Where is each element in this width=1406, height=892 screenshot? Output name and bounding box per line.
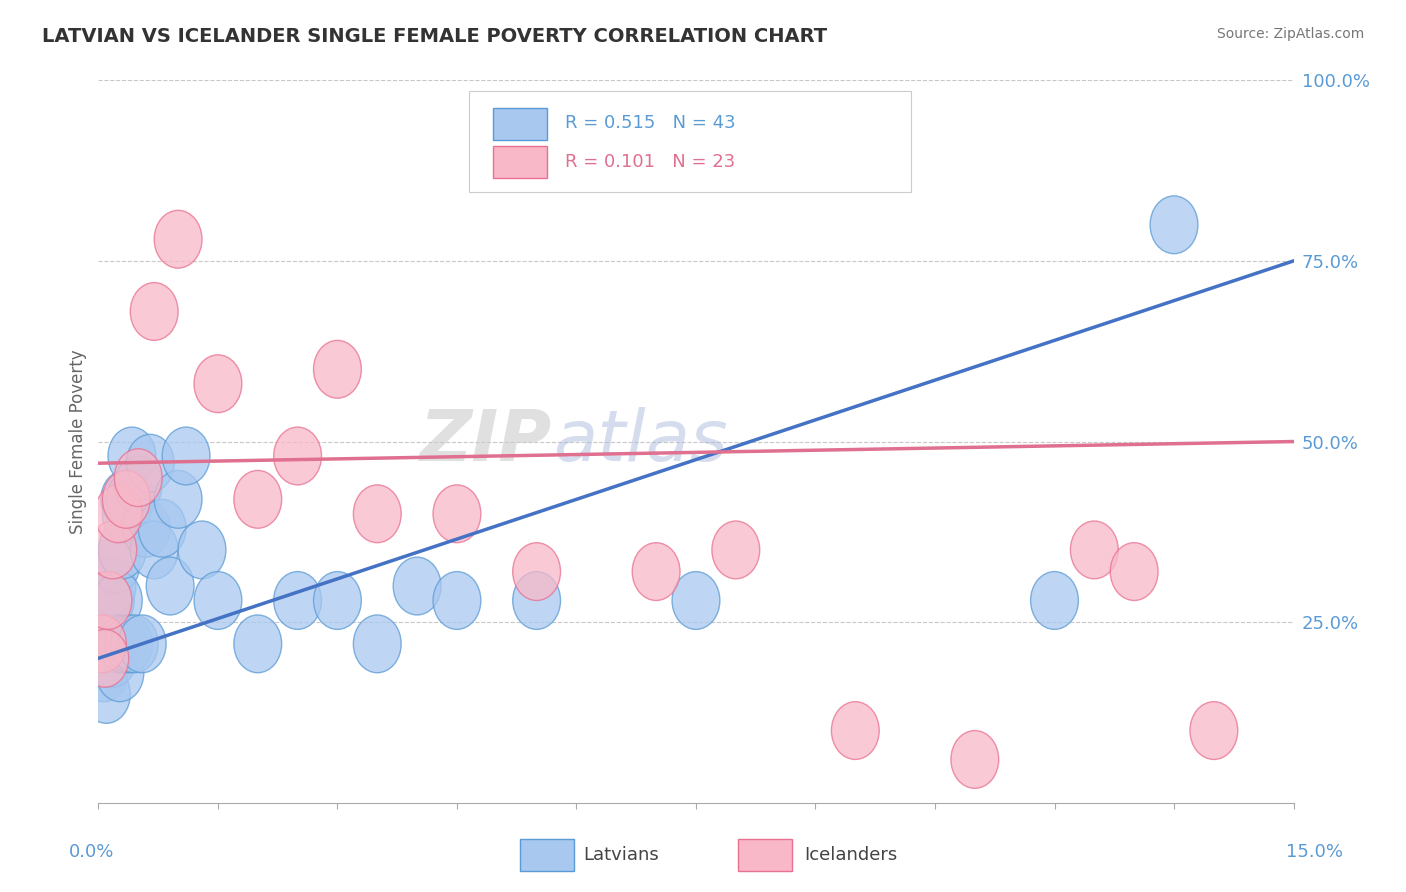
Text: Icelanders: Icelanders xyxy=(804,847,897,864)
Bar xyxy=(494,146,547,178)
Ellipse shape xyxy=(79,615,127,673)
Ellipse shape xyxy=(155,470,202,528)
FancyBboxPatch shape xyxy=(470,91,911,193)
Ellipse shape xyxy=(79,615,127,673)
Ellipse shape xyxy=(87,572,135,630)
Ellipse shape xyxy=(233,470,281,528)
Ellipse shape xyxy=(1070,521,1118,579)
Ellipse shape xyxy=(1150,196,1198,253)
Text: R = 0.515   N = 43: R = 0.515 N = 43 xyxy=(565,114,735,132)
Text: ZIP: ZIP xyxy=(420,407,553,476)
Ellipse shape xyxy=(98,521,146,579)
Ellipse shape xyxy=(82,593,129,651)
Bar xyxy=(494,108,547,139)
Ellipse shape xyxy=(131,283,179,341)
Ellipse shape xyxy=(155,211,202,268)
Ellipse shape xyxy=(91,535,139,593)
Ellipse shape xyxy=(94,572,142,630)
Ellipse shape xyxy=(82,630,129,687)
Ellipse shape xyxy=(98,615,146,673)
Ellipse shape xyxy=(433,485,481,542)
Ellipse shape xyxy=(84,630,132,687)
Ellipse shape xyxy=(101,470,149,528)
Ellipse shape xyxy=(233,615,281,673)
Ellipse shape xyxy=(114,456,162,514)
Ellipse shape xyxy=(87,615,135,673)
Ellipse shape xyxy=(103,470,150,528)
Ellipse shape xyxy=(314,341,361,398)
Ellipse shape xyxy=(131,521,179,579)
Ellipse shape xyxy=(94,485,142,542)
Ellipse shape xyxy=(84,572,132,630)
Ellipse shape xyxy=(80,644,128,702)
Ellipse shape xyxy=(108,427,156,485)
Ellipse shape xyxy=(127,434,174,492)
Ellipse shape xyxy=(90,615,138,673)
Ellipse shape xyxy=(96,644,143,702)
Ellipse shape xyxy=(1189,702,1237,759)
Ellipse shape xyxy=(84,572,132,630)
Ellipse shape xyxy=(1031,572,1078,630)
Text: Latvians: Latvians xyxy=(583,847,659,864)
Ellipse shape xyxy=(274,572,322,630)
Ellipse shape xyxy=(513,542,561,600)
Ellipse shape xyxy=(114,449,162,507)
Ellipse shape xyxy=(672,572,720,630)
Ellipse shape xyxy=(711,521,759,579)
Ellipse shape xyxy=(1111,542,1159,600)
Ellipse shape xyxy=(89,521,136,579)
Ellipse shape xyxy=(89,558,136,615)
Text: LATVIAN VS ICELANDER SINGLE FEMALE POVERTY CORRELATION CHART: LATVIAN VS ICELANDER SINGLE FEMALE POVER… xyxy=(42,27,827,45)
Ellipse shape xyxy=(353,615,401,673)
Ellipse shape xyxy=(633,542,681,600)
Text: 0.0%: 0.0% xyxy=(69,843,114,861)
Ellipse shape xyxy=(179,521,226,579)
Y-axis label: Single Female Poverty: Single Female Poverty xyxy=(69,350,87,533)
Text: 15.0%: 15.0% xyxy=(1286,843,1343,861)
Ellipse shape xyxy=(433,572,481,630)
Text: Source: ZipAtlas.com: Source: ZipAtlas.com xyxy=(1216,27,1364,41)
Ellipse shape xyxy=(194,355,242,413)
Text: atlas: atlas xyxy=(553,407,727,476)
Ellipse shape xyxy=(394,558,441,615)
Ellipse shape xyxy=(162,427,209,485)
Ellipse shape xyxy=(105,615,153,673)
Ellipse shape xyxy=(83,665,131,723)
Ellipse shape xyxy=(111,615,159,673)
Ellipse shape xyxy=(314,572,361,630)
Text: R = 0.101   N = 23: R = 0.101 N = 23 xyxy=(565,153,735,171)
Ellipse shape xyxy=(89,630,136,687)
Ellipse shape xyxy=(146,558,194,615)
Ellipse shape xyxy=(107,470,155,528)
Ellipse shape xyxy=(353,485,401,542)
Ellipse shape xyxy=(122,500,170,558)
Ellipse shape xyxy=(950,731,998,789)
Ellipse shape xyxy=(118,615,166,673)
Ellipse shape xyxy=(138,500,186,558)
Ellipse shape xyxy=(274,427,322,485)
Ellipse shape xyxy=(194,572,242,630)
Ellipse shape xyxy=(103,485,150,542)
Ellipse shape xyxy=(513,572,561,630)
Ellipse shape xyxy=(831,702,879,759)
